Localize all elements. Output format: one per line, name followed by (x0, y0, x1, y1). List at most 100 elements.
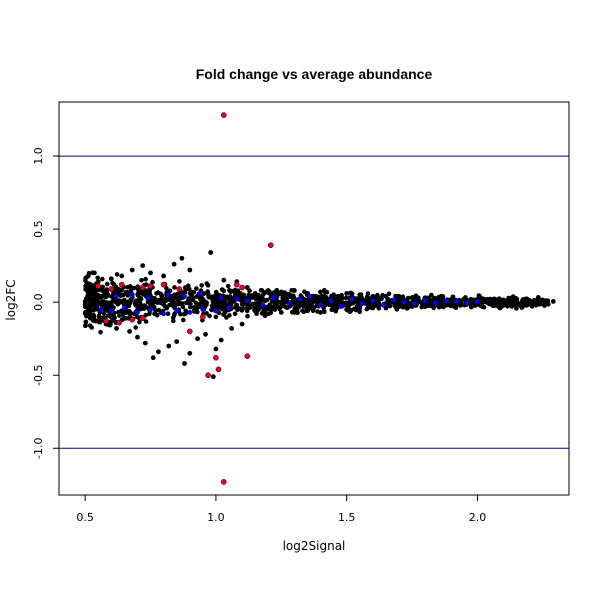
point-cloud-1191 (165, 311, 171, 317)
point-cloud-1263 (110, 298, 115, 304)
series-0-point-28 (203, 331, 208, 337)
series-0-point-65 (344, 307, 350, 312)
point-cloud-1378 (186, 296, 192, 301)
point-cloud-1395 (213, 303, 219, 309)
point-cloud-1238 (514, 306, 519, 311)
point-cloud-1377 (140, 292, 146, 297)
point-cloud-597 (405, 295, 411, 301)
point-cloud-1260 (427, 297, 432, 303)
series-1-point-32 (391, 297, 397, 303)
y-tick-label-4: 1.0 (32, 147, 45, 165)
point-cloud-1217 (227, 294, 233, 299)
series-2-point-16 (116, 319, 123, 326)
point-cloud-1326 (170, 298, 176, 303)
point-cloud-1266 (171, 318, 176, 324)
series-0-point-80 (537, 300, 543, 306)
series-1-point-31 (380, 302, 386, 308)
series-2-point-4 (213, 354, 219, 361)
series-1-point-4 (148, 307, 153, 312)
series-0-point-66 (357, 305, 363, 311)
series-0-point-69 (396, 304, 402, 309)
point-cloud-1398 (83, 319, 89, 325)
point-cloud-469 (172, 285, 177, 290)
series-1-point-26 (328, 298, 334, 304)
point-cloud-1167 (333, 297, 338, 303)
point-cloud-436 (343, 295, 349, 301)
point-cloud-1305 (90, 296, 96, 302)
point-cloud-1214 (166, 296, 172, 302)
x-tick-label-0: 0.5 (76, 511, 94, 524)
point-cloud-1280 (338, 299, 344, 304)
series-1-point-7 (187, 310, 193, 315)
y-tick-label-3: 0.5 (32, 220, 45, 238)
point-cloud-1354 (336, 295, 342, 300)
point-cloud-1324 (483, 298, 488, 303)
point-cloud-1230 (510, 294, 515, 300)
series-1-point-5 (161, 311, 167, 317)
series-1-point-37 (443, 298, 449, 304)
point-cloud-1042 (143, 282, 149, 287)
series-0-point-35 (265, 288, 271, 293)
series-0-point-26 (187, 350, 193, 356)
series-0-point-33 (239, 321, 245, 327)
series-0-point-46 (409, 295, 415, 301)
point-cloud-1343 (427, 303, 433, 308)
point-cloud-1397 (127, 300, 133, 306)
point-cloud-1313 (348, 300, 354, 306)
series-0-point-39 (318, 289, 323, 295)
point-cloud-804 (133, 325, 138, 330)
point-cloud-1376 (480, 304, 485, 310)
point-cloud-776 (221, 288, 226, 294)
point-cloud-1265 (233, 290, 239, 296)
point-cloud-1298 (134, 301, 140, 307)
point-cloud-416 (143, 276, 148, 282)
series-1-point-28 (349, 296, 355, 302)
x-tick-label-1: 1.0 (207, 511, 225, 524)
point-cloud-1328 (258, 299, 263, 305)
point-cloud-1184 (262, 307, 267, 312)
point-cloud-571 (278, 304, 284, 309)
point-cloud-1302 (99, 288, 104, 293)
series-1-point-10 (226, 305, 232, 311)
point-cloud-1304 (364, 306, 370, 312)
series-1-point-39 (464, 300, 470, 306)
series-2-point-18 (139, 315, 146, 322)
point-cloud-888 (240, 306, 245, 311)
series-0-point-23 (166, 343, 172, 349)
series-1-point-30 (370, 298, 376, 304)
series-0-point-30 (213, 346, 219, 352)
point-cloud-1080 (209, 307, 214, 313)
point-cloud-235 (225, 283, 231, 289)
series-0-point-29 (210, 374, 216, 380)
series-1-point-25 (318, 302, 323, 308)
series-2-point-2 (220, 479, 227, 485)
series-2-point-17 (129, 316, 136, 323)
series-1-point-1 (108, 308, 114, 314)
point-cloud-1364 (304, 305, 310, 310)
series-2-point-14 (176, 286, 183, 292)
point-cloud-1371 (274, 288, 280, 293)
point-cloud-183 (150, 279, 155, 285)
series-2-point-1 (267, 242, 274, 249)
point-cloud-1278 (167, 302, 172, 308)
point-cloud-368 (114, 272, 120, 277)
point-cloud-1228 (272, 307, 278, 312)
point-cloud-730 (182, 285, 188, 290)
series-0-point-14 (244, 285, 250, 290)
point-cloud-533 (137, 319, 142, 325)
y-axis: -1.0 -0.5 0.0 0.5 1.0 (32, 147, 60, 459)
series-2-point-3 (205, 372, 211, 379)
series-0-point-63 (318, 310, 323, 315)
y-tick-label-2: 0.0 (32, 293, 45, 311)
point-cloud-1341 (240, 294, 245, 299)
point-cloud-949 (125, 284, 130, 290)
point-cloud-708 (101, 311, 107, 317)
point-cloud-1320 (125, 293, 130, 298)
series-1-point-27 (339, 304, 344, 309)
series-2-point-10 (118, 281, 125, 288)
series-1-point-18 (234, 296, 240, 302)
series-1-point-19 (244, 298, 250, 304)
point-cloud-1389 (159, 293, 165, 298)
series-1-point-17 (218, 295, 224, 301)
